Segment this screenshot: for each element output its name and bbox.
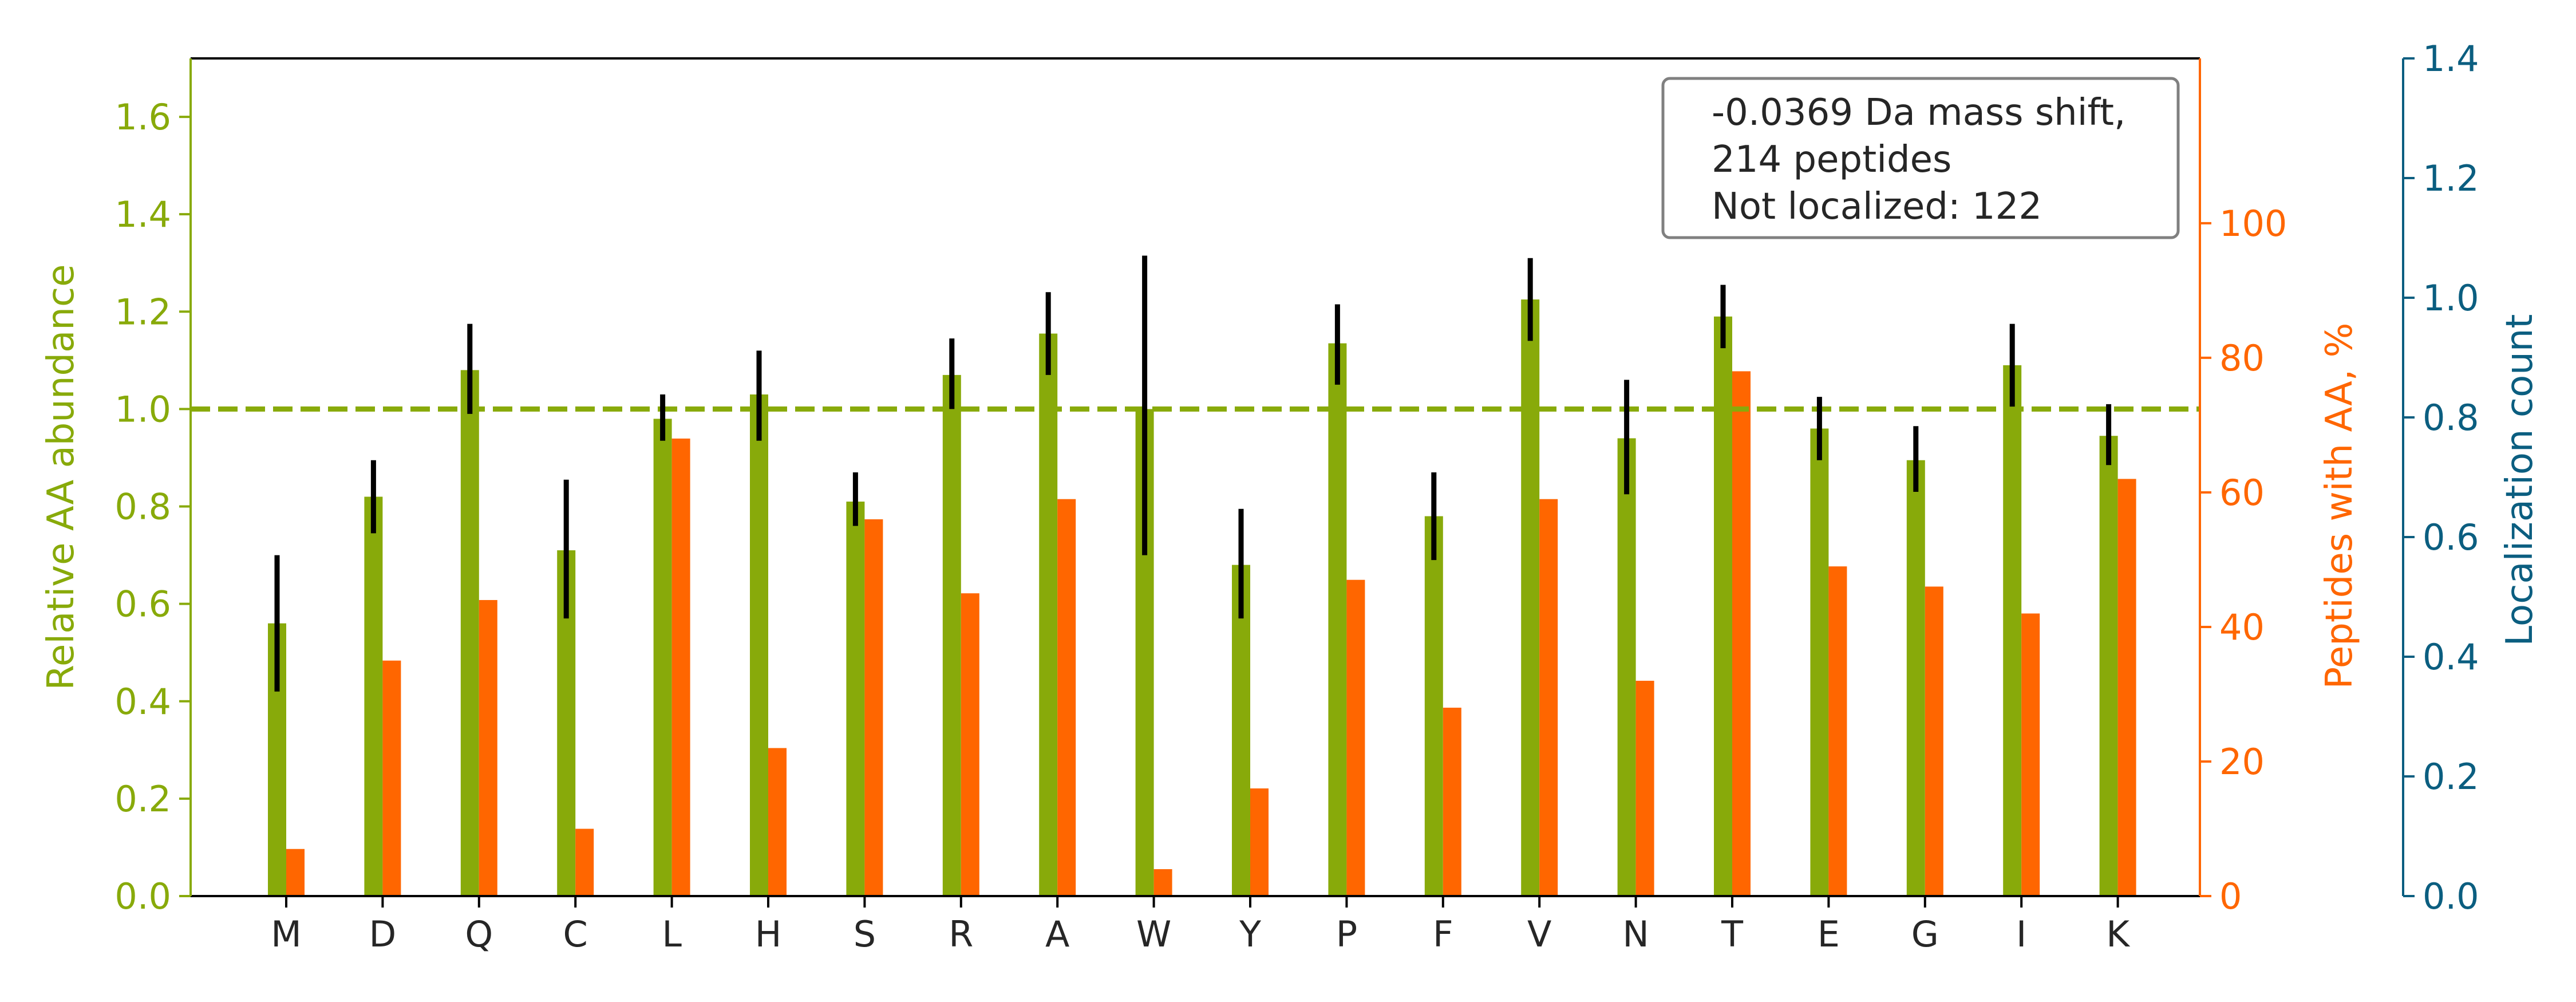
bar-peptides-S <box>864 519 883 896</box>
right-tick-label-60: 60 <box>2219 472 2265 514</box>
bar-abundance-P <box>1328 343 1347 896</box>
x-tick-label-Y: Y <box>1239 913 1261 955</box>
bar-peptides-W <box>1153 869 1172 896</box>
legend: -0.0369 Da mass shift, 214 peptides Not lo… <box>1661 77 2180 239</box>
bar-peptides-P <box>1346 579 1365 896</box>
bar-abundance-G <box>1906 460 1925 896</box>
x-tick-label-C: C <box>563 913 588 955</box>
bar-abundance-D <box>364 496 383 896</box>
far-right-tick-label-0.0: 0.0 <box>2423 875 2479 917</box>
bar-peptides-G <box>1925 586 1943 896</box>
right-tick-label-80: 80 <box>2219 337 2265 379</box>
bar-peptides-V <box>1539 499 1558 896</box>
right-tick-label-100: 100 <box>2219 203 2287 244</box>
bar-peptides-M <box>286 849 305 896</box>
bar-abundance-F <box>1424 516 1443 896</box>
bar-abundance-S <box>846 502 865 896</box>
plot-area <box>191 255 2200 896</box>
far-right-tick-label-0.4: 0.4 <box>2423 636 2479 678</box>
right-axis-title: Peptides with AA, % <box>2318 323 2361 689</box>
bar-abundance-Q <box>460 370 479 896</box>
x-tick-label-L: L <box>662 913 682 955</box>
bar-peptides-E <box>1828 566 1847 896</box>
far-right-tick-label-1.0: 1.0 <box>2423 277 2479 319</box>
bar-abundance-N <box>1617 438 1636 896</box>
x-tick-label-H: H <box>755 913 782 955</box>
bar-peptides-K <box>2117 479 2136 896</box>
bar-peptides-L <box>671 438 690 896</box>
bar-peptides-Y <box>1250 788 1269 896</box>
left-tick-label-0.6: 0.6 <box>114 583 171 625</box>
left-tick-label-1.6: 1.6 <box>114 96 171 138</box>
left-tick-label-0.0: 0.0 <box>114 875 171 917</box>
left-tick-label-0.4: 0.4 <box>114 681 171 723</box>
bar-abundance-V <box>1521 299 1540 896</box>
x-tick-label-F: F <box>1433 913 1453 955</box>
left-tick-label-1.0: 1.0 <box>114 388 171 430</box>
far-right-tick-label-0.6: 0.6 <box>2423 516 2479 558</box>
axes: M D Q C L H S R A W Y P F V N T E G I K 0.0 0.2 0.4 0.6 0.8 1.0 1.… <box>40 38 2541 955</box>
bar-peptides-I <box>2021 613 2040 896</box>
x-tick-label-D: D <box>369 913 397 955</box>
far-right-tick-label-1.2: 1.2 <box>2423 157 2479 199</box>
right-tick-label-0: 0 <box>2219 875 2242 917</box>
bar-abundance-R <box>942 374 961 896</box>
bar-abundance-H <box>750 394 768 896</box>
left-axis-title: Relative AA abundance <box>40 264 82 690</box>
x-tick-label-M: M <box>271 913 302 955</box>
bar-abundance-K <box>2099 436 2118 896</box>
x-tick-label-T: T <box>1721 913 1744 955</box>
x-tick-label-E: E <box>1818 913 1840 955</box>
bar-abundance-E <box>1810 428 1829 896</box>
x-tick-label-Q: Q <box>465 913 493 955</box>
bar-peptides-C <box>575 829 594 896</box>
legend-line-1: -0.0369 Da mass shift, <box>1712 92 2125 134</box>
bar-peptides-A <box>1057 499 1076 896</box>
bar-peptides-D <box>382 660 401 896</box>
bar-peptides-T <box>1732 371 1751 896</box>
x-tick-label-G: G <box>1911 913 1939 955</box>
legend-line-2: 214 peptides <box>1712 139 1951 181</box>
bar-abundance-A <box>1039 333 1058 896</box>
far-right-axis-title: Localization count <box>2499 314 2541 646</box>
bar-peptides-Q <box>479 599 497 896</box>
x-tick-label-R: R <box>949 913 973 955</box>
far-right-tick-label-1.4: 1.4 <box>2423 38 2479 80</box>
x-tick-label-K: K <box>2106 913 2130 955</box>
x-tick-label-I: I <box>2016 913 2026 955</box>
right-tick-label-40: 40 <box>2219 606 2265 648</box>
left-tick-label-0.2: 0.2 <box>114 778 171 820</box>
x-tick-label-V: V <box>1527 913 1551 955</box>
bar-abundance-I <box>2003 365 2022 896</box>
x-tick-label-P: P <box>1336 913 1357 955</box>
bar-peptides-F <box>1443 707 1461 896</box>
legend-box <box>1661 77 2180 239</box>
legend-line-3: Not localized: 122 <box>1712 186 2042 228</box>
far-right-tick-label-0.8: 0.8 <box>2423 397 2479 439</box>
far-right-tick-label-0.2: 0.2 <box>2423 756 2479 798</box>
bar-peptides-R <box>961 593 979 896</box>
bar-peptides-H <box>768 748 787 896</box>
x-tick-label-N: N <box>1622 913 1649 955</box>
left-tick-label-1.4: 1.4 <box>114 194 171 235</box>
bar-abundance-L <box>653 419 672 896</box>
bar-abundance-Y <box>1232 565 1250 896</box>
x-tick-label-S: S <box>854 913 876 955</box>
left-tick-label-0.8: 0.8 <box>114 486 171 528</box>
right-tick-label-20: 20 <box>2219 741 2265 783</box>
bar-peptides-N <box>1635 680 1654 896</box>
bar-abundance-T <box>1714 316 1732 896</box>
left-tick-label-1.2: 1.2 <box>114 291 171 333</box>
x-tick-label-W: W <box>1136 913 1171 955</box>
x-tick-label-A: A <box>1045 913 1069 955</box>
